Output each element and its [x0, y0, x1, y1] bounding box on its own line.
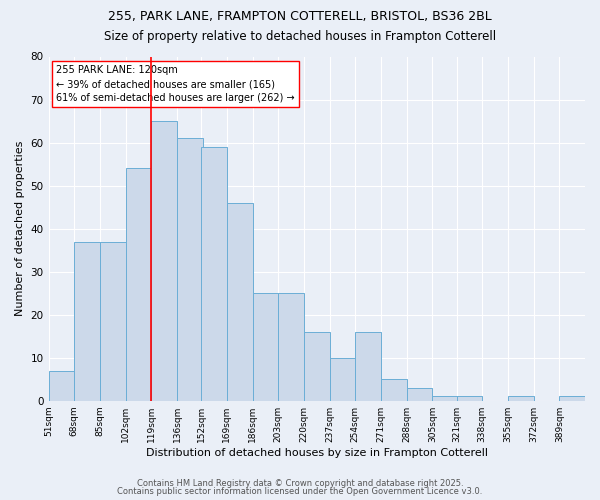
Bar	[201, 147, 227, 401]
Text: 255 PARK LANE: 120sqm
← 39% of detached houses are smaller (165)
61% of semi-det: 255 PARK LANE: 120sqm ← 39% of detached …	[56, 65, 295, 103]
Bar	[278, 293, 304, 401]
Bar	[49, 370, 74, 400]
Bar	[125, 168, 151, 400]
Text: Size of property relative to detached houses in Frampton Cotterell: Size of property relative to detached ho…	[104, 30, 496, 43]
X-axis label: Distribution of detached houses by size in Frampton Cotterell: Distribution of detached houses by size …	[146, 448, 488, 458]
Bar	[227, 203, 253, 400]
Bar	[457, 396, 482, 400]
Bar	[355, 332, 381, 400]
Text: 255, PARK LANE, FRAMPTON COTTERELL, BRISTOL, BS36 2BL: 255, PARK LANE, FRAMPTON COTTERELL, BRIS…	[108, 10, 492, 23]
Bar	[381, 379, 407, 400]
Bar	[559, 396, 585, 400]
Bar	[329, 358, 355, 401]
Y-axis label: Number of detached properties: Number of detached properties	[15, 141, 25, 316]
Text: Contains HM Land Registry data © Crown copyright and database right 2025.: Contains HM Land Registry data © Crown c…	[137, 478, 463, 488]
Bar	[433, 396, 458, 400]
Bar	[177, 138, 203, 400]
Bar	[151, 121, 177, 400]
Bar	[304, 332, 329, 400]
Bar	[407, 388, 433, 400]
Bar	[508, 396, 533, 400]
Bar	[74, 242, 100, 400]
Bar	[253, 293, 278, 401]
Text: Contains public sector information licensed under the Open Government Licence v3: Contains public sector information licen…	[118, 487, 482, 496]
Bar	[100, 242, 125, 400]
